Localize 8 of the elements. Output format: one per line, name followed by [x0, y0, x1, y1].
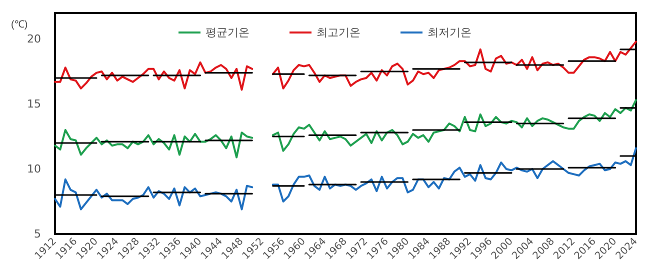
legend-label: 최저기온: [428, 26, 472, 39]
y-axis-title: (℃): [11, 20, 28, 30]
y-tick-label: 5: [34, 228, 41, 240]
legend-label: 최고기온: [316, 26, 360, 39]
legend-label: 평균기온: [206, 26, 250, 39]
y-tick-label: 15: [27, 98, 41, 110]
y-tick-label: 20: [27, 32, 41, 46]
y-tick-label: 10: [27, 162, 41, 176]
